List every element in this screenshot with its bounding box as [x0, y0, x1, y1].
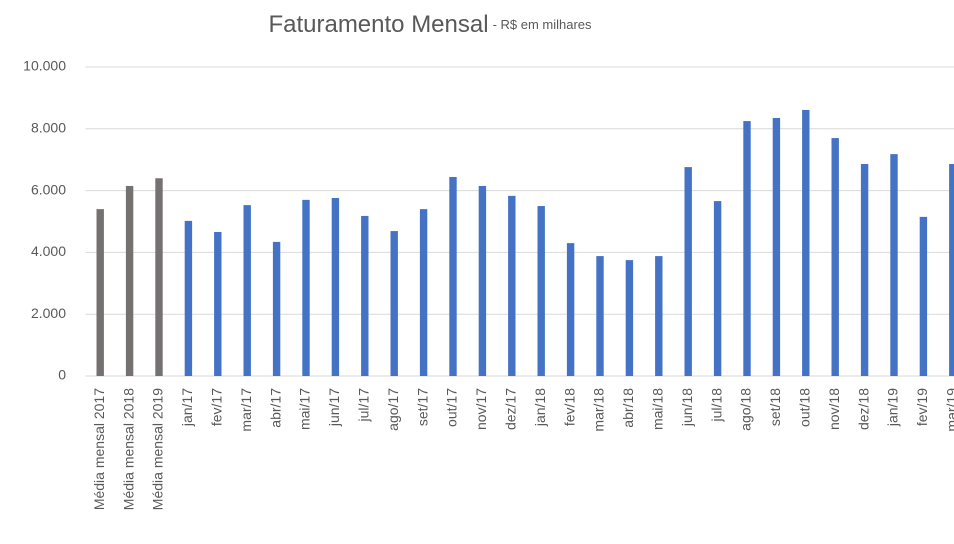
bar: [331, 198, 340, 376]
x-tick-label: jan/18: [532, 388, 548, 427]
x-tick-label: jun/17: [326, 388, 342, 427]
bar: [713, 201, 722, 376]
bar: [537, 206, 545, 376]
x-tick-label: mai/18: [650, 388, 666, 430]
x-tick-label: jul/18: [708, 388, 724, 423]
bar: [390, 231, 398, 376]
x-tick-label: mar/17: [238, 388, 254, 432]
bar: [655, 256, 663, 376]
bar: [684, 167, 692, 376]
bar: [184, 220, 193, 376]
bar: [802, 109, 810, 377]
bar: [243, 205, 251, 376]
bar: [566, 243, 575, 376]
x-tick-label: ago/18: [738, 388, 754, 431]
y-tick-label: 4.000: [31, 243, 66, 259]
bar: [419, 209, 428, 376]
bar: [743, 121, 751, 376]
x-tick-label: fev/18: [561, 388, 577, 426]
bar: [625, 260, 634, 376]
x-tick-label: jun/18: [679, 388, 695, 427]
bar: [919, 216, 928, 376]
x-tick-label: Média mensal 2017: [91, 388, 107, 510]
x-tick-label: mar/19: [944, 388, 954, 432]
bar: [860, 164, 869, 376]
bar: [508, 195, 516, 376]
bar: [772, 117, 781, 377]
chart-subtitle: - R$ em milhares: [493, 17, 592, 32]
x-tick-label: dez/17: [503, 388, 519, 430]
x-tick-label: out/17: [444, 388, 460, 427]
x-tick-label: dez/18: [855, 388, 871, 430]
x-tick-label: Média mensal 2019: [150, 388, 166, 510]
x-tick-label: fev/17: [209, 388, 225, 426]
x-tick-label: Média mensal 2018: [120, 388, 136, 510]
y-tick-label: 6.000: [31, 181, 66, 197]
bar: [96, 209, 104, 376]
x-tick-label: ago/17: [385, 388, 401, 431]
x-tick-label: mai/17: [297, 388, 313, 430]
y-tick-label: 0: [58, 367, 66, 383]
x-tick-label: jan/19: [885, 388, 901, 427]
y-tick-label: 2.000: [31, 305, 66, 321]
bar: [449, 177, 457, 376]
bar: [361, 215, 369, 376]
x-tick-label: nov/18: [826, 388, 842, 430]
bar: [478, 185, 487, 376]
bar: [831, 138, 839, 376]
x-tick-label: out/18: [797, 388, 813, 427]
chart-title: Faturamento Mensal: [268, 11, 488, 38]
x-tick-label: abr/18: [620, 388, 636, 428]
chart-title-group: Faturamento Mensal - R$ em milhares: [268, 11, 592, 38]
bar: [949, 164, 954, 376]
x-tick-label: fev/19: [914, 388, 930, 426]
bar: [272, 241, 281, 376]
bar: [125, 185, 134, 376]
x-tick-label: abr/17: [267, 388, 283, 428]
x-tick-label: nov/17: [473, 388, 489, 430]
bar: [302, 199, 310, 376]
bar: [214, 232, 222, 376]
y-tick-label: 8.000: [31, 120, 66, 136]
x-tick-label: jan/17: [179, 388, 195, 427]
bar: [890, 154, 898, 376]
x-tick-label: set/18: [767, 388, 783, 426]
x-tick-label: set/17: [414, 388, 430, 426]
x-tick-label: jul/17: [356, 388, 372, 423]
x-tick-label: mar/18: [591, 388, 607, 432]
y-tick-label: 10.000: [23, 58, 66, 74]
bar: [596, 256, 604, 376]
bar: [155, 178, 163, 376]
